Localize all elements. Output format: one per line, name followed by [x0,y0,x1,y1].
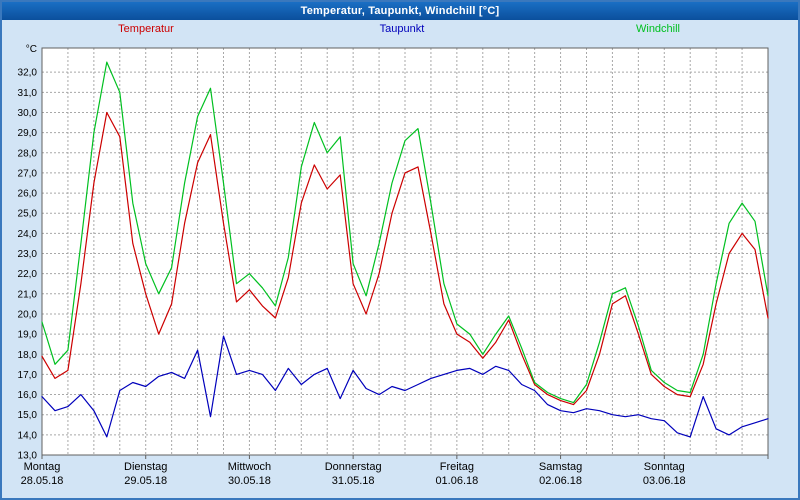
y-tick-label: 24,0 [18,229,38,240]
date-label: 30.05.18 [228,475,271,487]
day-label: Sonntag [644,461,685,473]
y-tick-label: 13,0 [18,451,38,462]
date-label: 28.05.18 [21,475,64,487]
day-label: Donnerstag [325,461,382,473]
y-tick-label: 31,0 [18,88,38,99]
date-label: 02.06.18 [539,475,582,487]
y-tick-label: 16,0 [18,390,38,401]
y-axis-unit-label: °C [26,44,37,55]
date-label: 01.06.18 [435,475,478,487]
day-label: Montag [24,461,61,473]
y-tick-label: 30,0 [18,108,38,119]
day-label: Dienstag [124,461,167,473]
chart-canvas: 32,0 31,0 30,0 29,0 28,0 27,0 26,0 25,0 24,0 23,0… [2,2,798,498]
y-tick-label: 17,0 [18,370,38,381]
y-tick-label: 27,0 [18,168,38,179]
y-tick-label: 26,0 [18,189,38,200]
y-tick-label: 22,0 [18,269,38,280]
y-tick-label: 20,0 [18,309,38,320]
y-tick-label: 19,0 [18,330,38,341]
y-tick-label: 15,0 [18,410,38,421]
day-label: Freitag [440,461,474,473]
y-tick-label: 21,0 [18,289,38,300]
y-tick-label: 18,0 [18,350,38,361]
date-label: 29.05.18 [124,475,167,487]
date-label: 03.06.18 [643,475,686,487]
y-tick-label: 23,0 [18,249,38,260]
date-label: 31.05.18 [332,475,375,487]
day-label: Samstag [539,461,582,473]
y-tick-label: 32,0 [18,68,38,79]
y-tick-label: 14,0 [18,430,38,441]
y-tick-label: 25,0 [18,209,38,220]
day-label: Mittwoch [228,461,271,473]
y-tick-label: 29,0 [18,128,38,139]
y-tick-label: 28,0 [18,148,38,159]
app-window: Temperatur, Taupunkt, Windchill [°C] Tem… [0,0,800,500]
